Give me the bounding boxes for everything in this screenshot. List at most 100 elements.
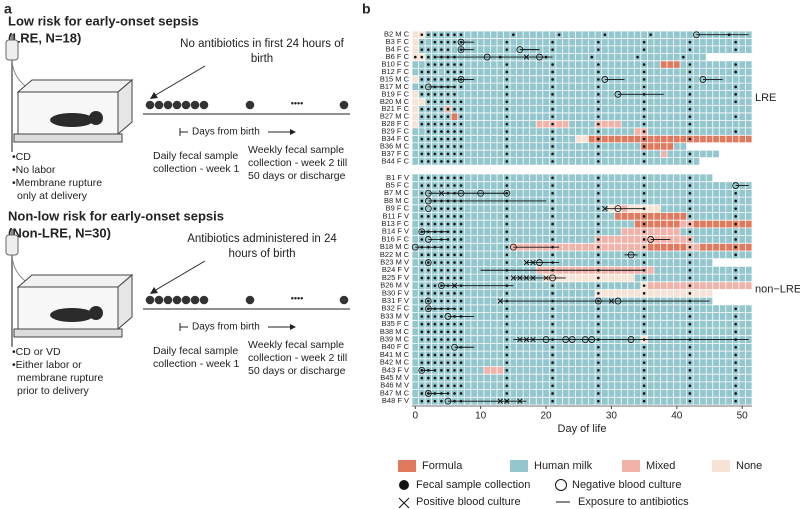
fecal-sample [597,330,600,334]
fecal-sample [551,292,554,295]
fecal-sample [446,215,450,218]
negative-culture [581,336,589,343]
group-label: non−LRE [755,283,800,295]
legend-swatch [398,460,416,472]
feeding-cell [412,112,419,121]
fecal-sample [597,376,600,380]
fecal-sample [551,207,554,210]
fecal-sample [642,222,646,226]
positive-culture [451,282,458,289]
fecal-sample [413,55,417,59]
fecal-sample [420,191,424,195]
fecal-sample [420,176,424,180]
section-title: (LRE, N=18) [8,30,81,45]
fecal-sample [440,338,443,341]
fecal-sample [688,184,692,187]
fecal-sample [688,299,692,303]
row-label: B24 F V [382,265,409,274]
row-label: B8 M C [384,196,410,205]
fecal-sample [433,230,437,234]
fecal-sample [459,184,463,187]
negative-culture [509,243,517,251]
fecal-sample [459,176,463,180]
fecal-sample [688,222,692,226]
row-label: B10 F C [381,60,409,69]
fecal-sample [642,184,646,187]
fecal-sample [433,276,437,280]
fecal-sample [642,353,646,357]
fecal-sample [459,299,463,303]
criterion: •Either labor or [12,359,82,371]
fecal-sample [597,315,600,318]
fecal-sample [642,330,646,334]
fecal-sample [453,292,456,295]
fecal-sample [440,160,443,163]
row-label: B12 F C [381,67,409,76]
fecal-sample [446,369,450,372]
fecal-sample [505,78,509,81]
fecal-sample [551,63,554,66]
fecal-sample [440,307,443,311]
iv-bag [5,234,19,256]
negative-culture [424,305,432,313]
fecal-sample [427,369,430,372]
fecal-sample [642,361,646,364]
x-tick-label: 30 [606,411,618,422]
negative-culture [457,76,465,83]
arrow-head [150,92,158,99]
fecal-sample [649,33,652,37]
feeding-cell [412,281,641,290]
fecal-sample [433,207,437,210]
row-label: B47 M C [380,388,410,397]
fecal-sample [505,268,509,272]
fecal-sample [427,399,430,403]
positive-culture [438,190,445,196]
fecal-sample [440,345,443,349]
fecal-sample [642,299,646,303]
fecal-sample [597,115,600,118]
fecal-sample [505,85,509,89]
fecal-sample [427,376,430,380]
timeline-dot [199,295,209,305]
fecal-sample [427,261,430,264]
feeding-cell [418,90,752,99]
fecal-sample [688,70,692,74]
fecal-sample [446,392,450,395]
x-tick-label: 20 [540,411,552,422]
row-label: B23 M V [380,258,409,267]
fecal-sample [642,100,646,104]
fecal-sample [453,376,456,380]
fecal-sample [440,130,443,133]
fecal-sample [427,322,430,326]
fecal-sample [551,238,554,241]
fecal-sample [688,369,692,372]
criterion: •CD [12,151,31,163]
incubator [16,274,134,288]
row-label: B17 M C [380,82,410,91]
fecal-sample [433,78,437,81]
fecal-sample [420,330,424,334]
fecal-sample [603,33,607,37]
fecal-sample [734,322,737,326]
fecal-sample [453,107,456,111]
fecal-sample [734,207,737,210]
fecal-sample [505,176,509,180]
fecal-sample [551,245,554,249]
fecal-sample [688,160,692,163]
timeline-dot [172,100,182,110]
fecal-sample [734,268,737,272]
fecal-sample [459,268,463,272]
row-label: B35 F C [381,319,409,328]
fecal-sample [433,268,437,272]
ellipsis: •••• [291,98,304,108]
row-label: B34 F C [381,134,409,143]
fecal-sample [427,33,430,37]
fecal-sample [427,338,430,341]
fecal-sample [642,122,646,126]
fecal-sample [551,399,554,403]
fecal-sample [642,245,646,249]
fecal-sample [597,160,600,163]
feeding-cell [680,60,752,69]
incubator-body [17,91,119,135]
fecal-sample [642,85,646,89]
